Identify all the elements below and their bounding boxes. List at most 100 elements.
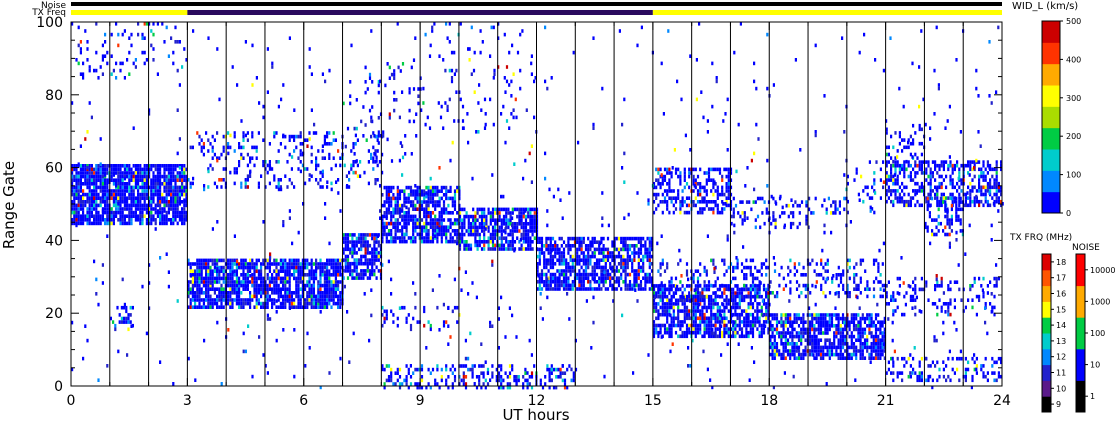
scatter-point xyxy=(633,280,636,284)
scatter-point xyxy=(392,221,395,226)
scatter-point xyxy=(218,273,221,277)
scatter-point xyxy=(183,47,186,51)
scatter-point xyxy=(476,243,479,248)
scatter-point xyxy=(213,181,216,186)
scatter-point xyxy=(417,101,420,106)
scatter-point xyxy=(401,155,405,160)
scatter-point xyxy=(442,218,446,222)
scatter-point xyxy=(410,65,413,70)
scatter-point xyxy=(478,222,481,226)
scatter-point xyxy=(467,232,470,237)
scatter-point xyxy=(723,323,726,328)
scatter-point xyxy=(392,382,395,386)
scatter-point xyxy=(434,193,437,197)
scatter-point xyxy=(736,330,739,335)
scatter-point xyxy=(262,287,265,291)
scatter-point xyxy=(284,262,287,266)
scatter-point xyxy=(132,185,135,190)
scatter-point xyxy=(500,232,503,237)
scatter-point xyxy=(694,316,697,321)
scatter-point xyxy=(242,298,245,302)
scatter-point xyxy=(207,287,210,291)
scatter-point xyxy=(75,167,78,172)
scatter-point xyxy=(587,280,590,284)
scatter-point xyxy=(420,375,424,379)
scatter-point xyxy=(390,367,393,372)
scatter-point xyxy=(613,236,616,241)
scatter-point xyxy=(721,174,724,179)
scatter-point xyxy=(604,258,607,262)
scatter-point xyxy=(211,258,214,263)
scatter-point xyxy=(798,203,801,208)
scatter-point xyxy=(866,185,869,190)
scatter-point xyxy=(773,316,776,321)
scatter-point xyxy=(670,200,673,204)
scatter-point xyxy=(145,221,148,226)
scatter-point xyxy=(725,323,728,328)
scatter-point xyxy=(736,291,739,295)
scatter-point xyxy=(154,207,157,211)
scatter-point xyxy=(723,305,726,310)
scatter-point xyxy=(701,291,704,295)
scatter-point xyxy=(310,258,313,263)
scatter-point xyxy=(150,214,153,218)
scatter-point xyxy=(509,214,512,219)
scatter-point xyxy=(800,320,803,324)
scatter-point xyxy=(211,273,214,277)
scatter-point xyxy=(233,167,236,171)
scatter-point xyxy=(672,189,675,193)
scatter-point xyxy=(317,181,320,186)
scatter-point xyxy=(364,236,367,241)
scatter-point xyxy=(541,385,545,390)
scatter-point xyxy=(791,338,794,342)
scatter-point xyxy=(189,269,192,273)
scatter-band-14 xyxy=(730,196,810,230)
scatter-point xyxy=(97,210,100,215)
scatter-point xyxy=(655,305,658,310)
scatter-point xyxy=(227,294,230,299)
scatter-point xyxy=(734,203,738,208)
scatter-point xyxy=(688,210,691,215)
scatter-point xyxy=(141,189,144,193)
scatter-point xyxy=(871,185,874,190)
scatter-point xyxy=(229,298,232,302)
scatter-point xyxy=(288,287,291,291)
scatter-point xyxy=(88,164,91,168)
scatter-point xyxy=(668,178,671,182)
scatter-point xyxy=(652,182,656,186)
scatter-point xyxy=(362,272,365,277)
scatter-point xyxy=(266,283,269,288)
scatter-point xyxy=(71,182,74,186)
scatter-point xyxy=(368,276,372,280)
scatter-point xyxy=(427,200,430,204)
scatter-point xyxy=(106,192,109,197)
scatter-point xyxy=(606,276,610,280)
scatter-point xyxy=(202,145,205,150)
scatter-point xyxy=(821,203,824,208)
scatter-point xyxy=(304,167,307,171)
scatter-point xyxy=(567,240,570,244)
scatter-point xyxy=(762,320,766,324)
scatter-point xyxy=(295,262,298,266)
scatter-point xyxy=(600,251,603,255)
scatter-point xyxy=(216,269,219,273)
scatter-point xyxy=(222,273,225,277)
scatter-point xyxy=(751,302,755,306)
scatter-point xyxy=(782,334,785,339)
scatter-point xyxy=(718,210,722,215)
scatter-point xyxy=(438,232,441,237)
scatter-point xyxy=(598,265,601,270)
scatter-point xyxy=(707,323,711,328)
scatter-point xyxy=(626,254,629,259)
scatter-point xyxy=(685,327,689,331)
scatter-point xyxy=(670,302,673,306)
scatter-point xyxy=(516,225,519,230)
scatter-point xyxy=(716,207,719,211)
scatter-point xyxy=(152,164,155,168)
scatter-point xyxy=(77,182,80,186)
scatter-point xyxy=(569,254,572,259)
scatter-point xyxy=(115,210,118,215)
scatter-point xyxy=(756,305,759,310)
scatter-point xyxy=(246,287,249,291)
scatter-point xyxy=(666,207,669,211)
